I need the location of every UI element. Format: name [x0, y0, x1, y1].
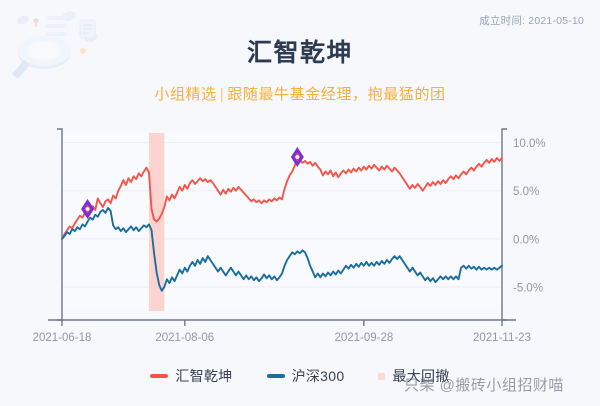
series-line-fund — [61, 156, 503, 240]
chart-series — [61, 156, 503, 292]
legend-swatch-benchmark — [266, 374, 285, 378]
chart-gridlines — [62, 133, 502, 311]
legend-item-fund[interactable]: 汇智乾坤 — [150, 366, 232, 386]
page-title: 汇智乾坤 — [246, 39, 353, 67]
subtitle-separator: | — [219, 86, 225, 103]
series-line-benchmark — [61, 207, 503, 292]
subtitle-text: 跟随最牛基金经理，抱最猛的团 — [227, 86, 446, 103]
max-gain-marker-icon — [290, 147, 304, 168]
legend-label-drawdown: 最大回撤 — [392, 368, 450, 384]
x-axis-tick-label: 2021-06-18 — [33, 332, 92, 344]
chart-axes — [48, 128, 516, 326]
y-axis-tick-label: -5.0% — [513, 282, 543, 294]
y-axis-tick-label: 0.0% — [513, 234, 539, 246]
chart-y-axis-labels: 10.0% 5.0% 0.0% -5.0% — [513, 138, 546, 294]
performance-chart: 10.0% 5.0% 0.0% -5.0% 2021-06-18 2021-08-06 2… — [0, 124, 600, 349]
chart-x-axis-labels: 2021-06-18 2021-08-06 2021-09-28 2021-11-23 — [33, 332, 531, 344]
legend-item-drawdown[interactable]: 最大回撤 — [378, 366, 449, 386]
legend-label-benchmark: 沪深300 — [291, 368, 345, 384]
chart-legend: 汇智乾坤 沪深300 最大回撤 — [0, 366, 600, 386]
legend-swatch-fund — [150, 374, 169, 378]
performance-chart-svg: 10.0%5.0%0.0%-5.0% 2021-06-18 2021-08-06 2… — [33, 128, 546, 344]
x-axis-tick-label: 2021-09-28 — [334, 332, 393, 344]
legend-swatch-drawdown — [378, 372, 386, 380]
y-axis-tick-label: 10.0% — [513, 138, 546, 150]
founded-date-label: 成立时间: 2021-05-10 — [479, 15, 584, 27]
legend-label-fund: 汇智乾坤 — [175, 368, 233, 384]
subtitle-tag: 小组精选 — [154, 86, 217, 103]
y-axis-tick-label: 5.0% — [513, 186, 539, 198]
page-subtitle: 小组精选 | 跟随最牛基金经理，抱最猛的团 — [0, 84, 600, 106]
legend-item-benchmark[interactable]: 沪深300 — [266, 366, 345, 386]
chart-markers — [81, 147, 304, 220]
max-gain-marker-icon — [81, 199, 95, 220]
x-axis-tick-label: 2021-11-23 — [473, 332, 531, 344]
x-axis-tick-label: 2021-08-06 — [155, 332, 214, 344]
